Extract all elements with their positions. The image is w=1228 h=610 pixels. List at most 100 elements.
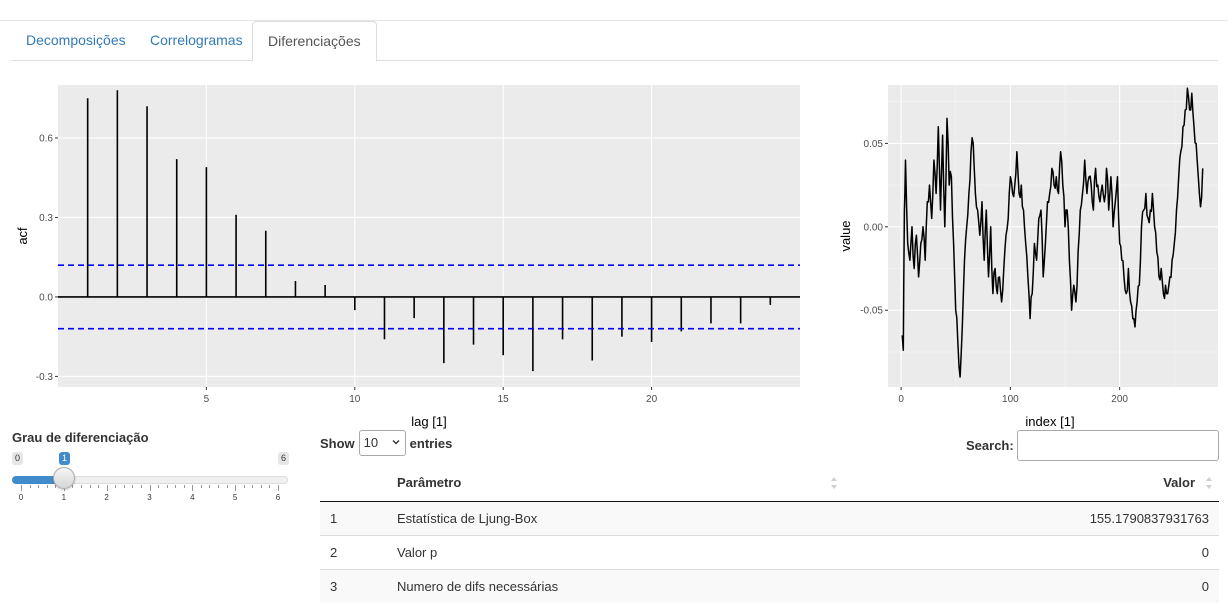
slider-min-label: 0	[12, 452, 24, 465]
search-label: Search:	[966, 438, 1014, 453]
table-row[interactable]: 1 Estatística de Ljung-Box 155.179083793…	[320, 500, 1219, 535]
y-tick-label: 0.05	[864, 139, 884, 150]
slider-major-tick	[235, 485, 237, 491]
sort-icon	[1206, 477, 1212, 489]
slider-label: Grau de diferenciação	[12, 430, 149, 445]
slider-minor-tick	[72, 485, 74, 488]
cell-index: 1	[320, 500, 387, 535]
page-length-value: 10	[363, 435, 379, 450]
slider-minor-tick	[226, 485, 228, 488]
y-axis-label: value	[838, 220, 853, 251]
slider-max-label: 6	[278, 452, 290, 465]
slider-minor-tick	[158, 485, 160, 488]
series-line	[901, 87, 1204, 378]
slider-minor-tick	[260, 485, 262, 488]
top-divider	[0, 20, 1228, 21]
slider-minor-tick	[175, 485, 177, 488]
y-tick-label: 0.6	[39, 133, 53, 144]
page-length-select[interactable]: 10	[358, 430, 406, 456]
show-label: Show	[320, 435, 355, 451]
x-axis-label: index [1]	[1025, 414, 1074, 429]
slider-minor-tick	[132, 485, 134, 488]
table-row[interactable]: 3 Numero de difs necessárias 0	[320, 568, 1219, 603]
slider-minor-tick	[209, 485, 211, 488]
y-tick-label: 0.3	[39, 213, 53, 224]
x-tick-label: 100	[1002, 394, 1019, 405]
tab-diferenciacoes[interactable]: Diferenciações	[252, 21, 377, 62]
slider-minor-tick	[98, 485, 100, 488]
cell-index: 2	[320, 534, 387, 569]
tab-correlogramas[interactable]: Correlogramas	[150, 32, 243, 48]
slider-tick-label: 2	[104, 493, 109, 502]
column-header-parametro[interactable]: Parâmetro	[387, 465, 858, 502]
slider-minor-tick	[115, 485, 117, 488]
slider-tick-label: 3	[147, 493, 152, 502]
x-axis-label: lag [1]	[411, 414, 446, 429]
slider-major-tick	[192, 485, 194, 491]
slider-minor-tick	[166, 485, 168, 488]
column-header-valor[interactable]: Valor	[857, 465, 1219, 502]
slider-tick-label: 6	[275, 493, 281, 502]
slider-minor-tick	[218, 485, 220, 488]
x-tick-label: 15	[498, 394, 510, 405]
chevron-down-icon	[392, 440, 400, 445]
slider-major-tick	[149, 485, 151, 491]
y-axis-label: acf	[15, 227, 30, 245]
slider-major-tick	[21, 485, 22, 491]
tab-decomposicoes[interactable]: Decomposições	[26, 32, 126, 48]
column-header-parametro-label: Parâmetro	[397, 475, 462, 491]
sort-icon	[831, 477, 837, 489]
entries-label: entries	[409, 435, 453, 451]
slider-minor-tick	[140, 485, 142, 488]
cell-valor: 0	[857, 568, 1219, 603]
slider-minor-tick	[252, 485, 254, 488]
slider-minor-tick	[269, 485, 271, 488]
slider-tick-label: 4	[190, 493, 195, 502]
series-plot: -0.05 0.00 0.05 0 100 200 index [1] value	[838, 85, 1218, 429]
slider-minor-tick	[200, 485, 202, 488]
y-tick-label: -0.3	[36, 372, 54, 383]
column-header-index[interactable]	[320, 465, 387, 502]
y-tick-label: 0.0	[39, 292, 53, 303]
slider-tick-label: 5	[232, 493, 238, 502]
acf-plot: -0.3 0.0 0.3 0.6 5 10 15 20 lag [1] acf	[15, 85, 800, 429]
slider-minor-tick	[123, 485, 125, 488]
x-tick-label: 10	[349, 394, 361, 405]
cell-parametro: Estatística de Ljung-Box	[387, 500, 858, 535]
y-tick-label: -0.05	[860, 306, 883, 317]
table-row[interactable]: 2 Valor p 0	[320, 534, 1219, 569]
slider-handle[interactable]	[53, 467, 75, 489]
x-tick-label: 200	[1111, 394, 1128, 405]
slider-minor-tick	[55, 485, 57, 488]
slider-minor-tick	[183, 485, 185, 488]
table-search: Search:	[966, 430, 1219, 461]
slider-value-label: 1	[59, 452, 71, 465]
cell-valor: 0	[857, 534, 1219, 569]
x-tick-label: 0	[898, 394, 904, 405]
page-length-control: Show 10 entries	[320, 430, 452, 456]
results-table: Parâmetro Valor 1 Estatística de Ljung-B…	[320, 465, 1219, 603]
plot-panel	[58, 85, 800, 387]
slider-major-tick	[278, 485, 279, 491]
search-input[interactable]	[1016, 430, 1219, 461]
table-header-row: Parâmetro Valor	[320, 465, 1219, 502]
x-tick-label: 20	[646, 394, 658, 405]
y-tick-label: 0.00	[864, 222, 884, 233]
x-tick-label: 5	[204, 394, 210, 405]
slider-minor-tick	[29, 485, 31, 488]
slider-tick-label: 1	[61, 493, 67, 502]
slider-minor-tick	[80, 485, 82, 488]
cell-parametro: Numero de difs necessárias	[387, 568, 858, 603]
tab-bar: Decomposições Correlogramas Diferenciaçõ…	[11, 21, 1218, 62]
slider-minor-tick	[89, 485, 91, 488]
cell-valor: 155.1790837931763	[857, 500, 1219, 535]
slider-minor-tick	[46, 485, 48, 488]
slider-major-tick	[106, 485, 108, 491]
cell-index: 3	[320, 568, 387, 603]
slider-minor-tick	[38, 485, 40, 488]
slider-tick-label: 0	[18, 493, 24, 502]
cell-parametro: Valor p	[387, 534, 858, 569]
slider-minor-tick	[243, 485, 245, 488]
column-header-valor-label: Valor	[1163, 475, 1195, 491]
slider-fill	[12, 476, 64, 484]
